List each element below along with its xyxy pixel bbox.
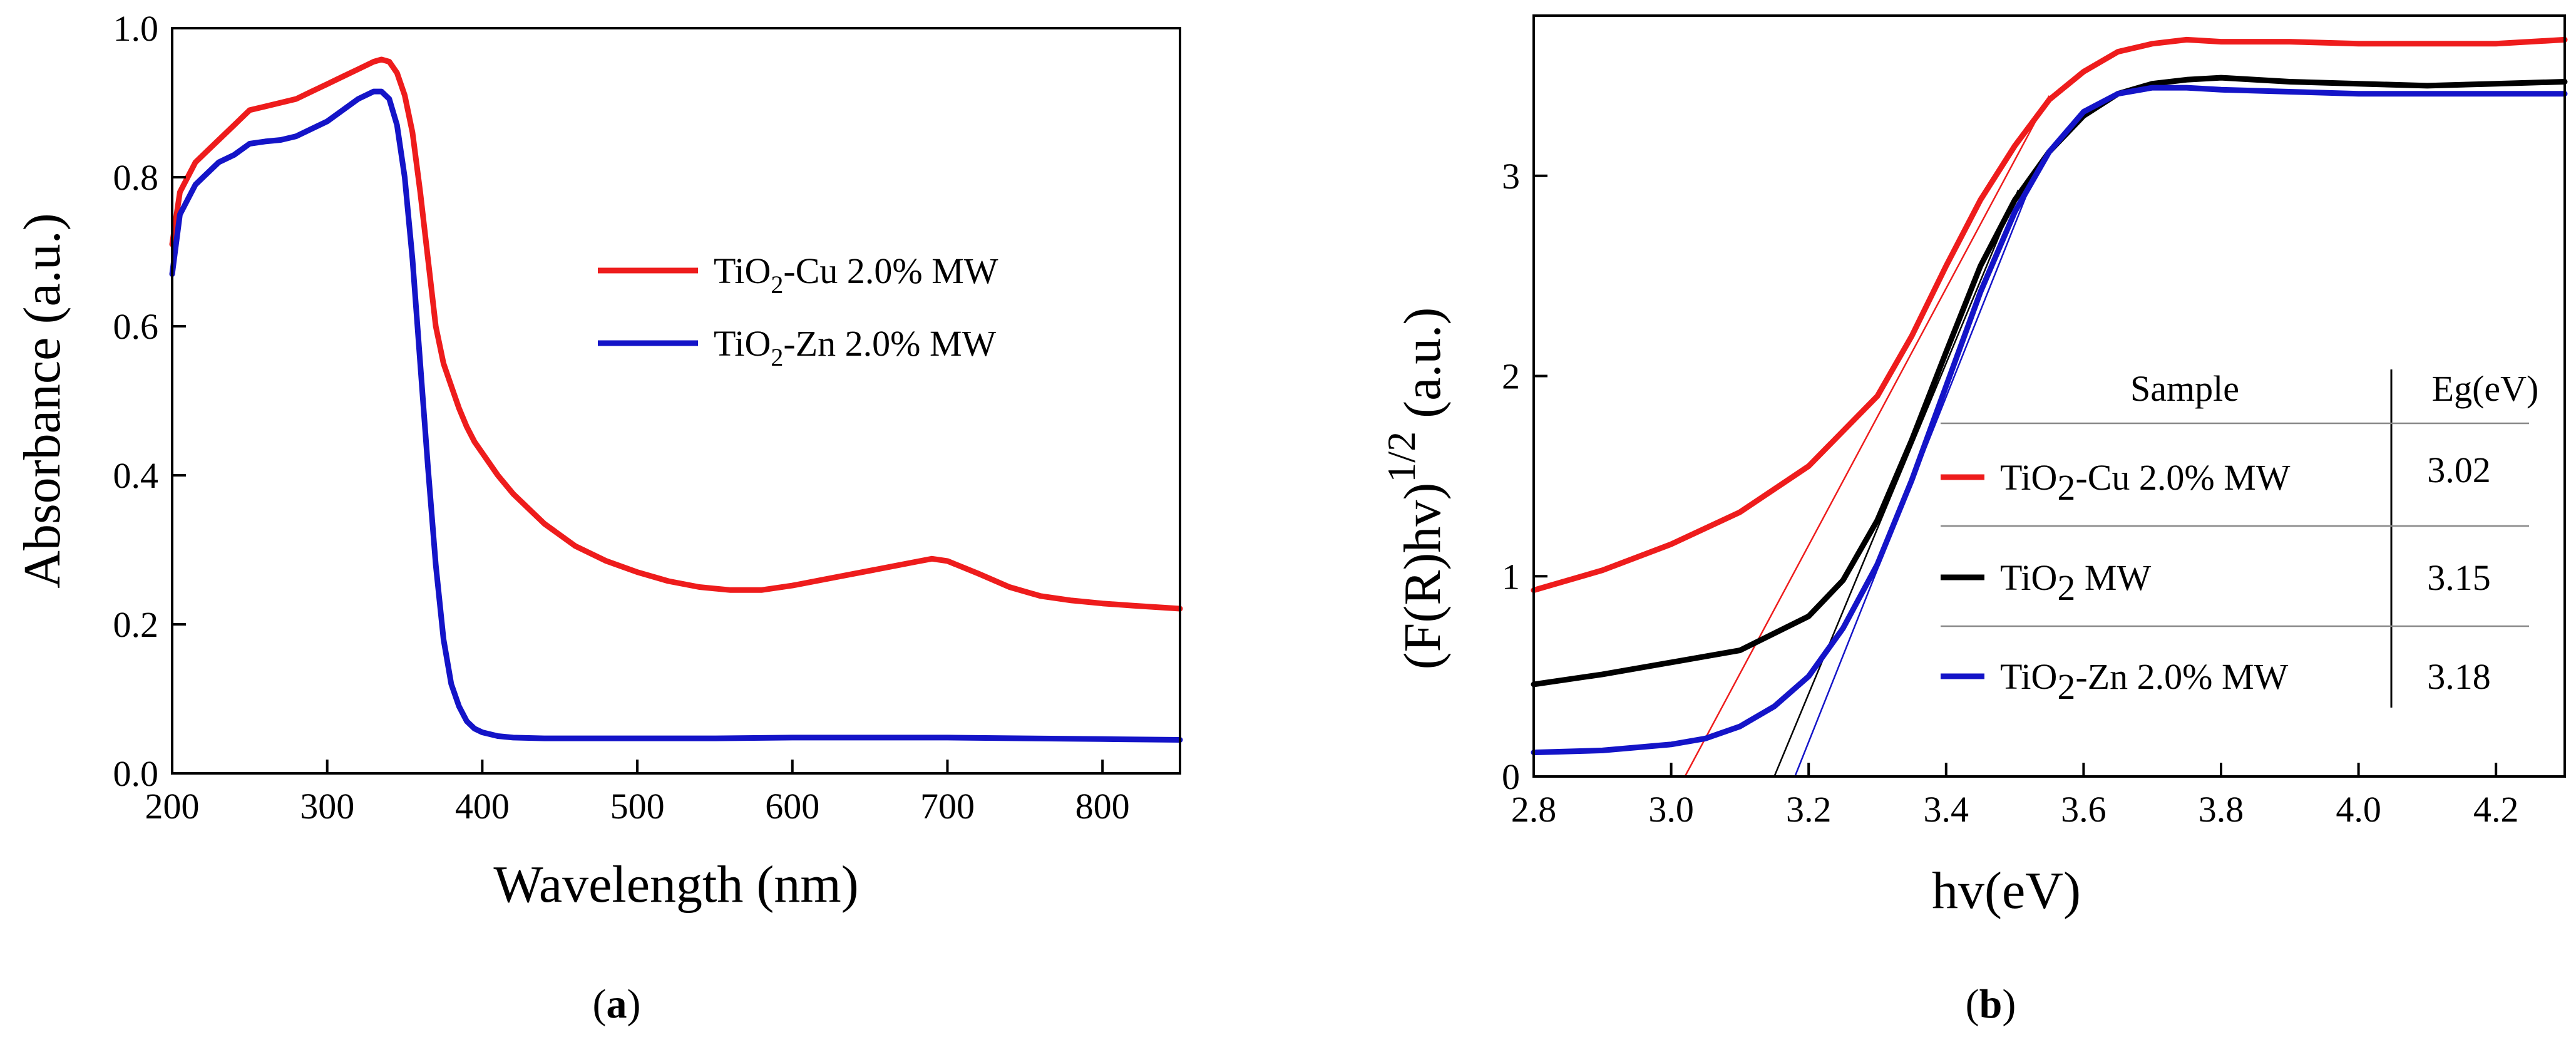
panel-a-label: (a)	[593, 981, 641, 1027]
panel-a-y-ticks: 0.0 0.2 0.4 0.6 0.8 1.0	[113, 8, 186, 794]
x-tick-label: 3.4	[1924, 789, 1969, 830]
series-line-tio2-zn-2-0-mw	[1531, 85, 2568, 756]
x-tick-label: 4.2	[2473, 789, 2519, 830]
series-line-tio2-zn-2-0-mw	[169, 88, 1183, 743]
x-tick-label: 300	[300, 786, 354, 827]
panel-a-x-axis-title: Wavelength (nm)	[493, 855, 858, 914]
table-row-eg-tio2: 3.15	[2427, 557, 2491, 598]
panel-b-y-axis-title: (F(R)hv)1/2 (a.u.)	[1379, 307, 1452, 670]
panel-b-plot-frame	[1532, 14, 2566, 778]
table-row-label-tio2: TiO2 MW	[2000, 557, 2151, 608]
panel-a-plot-frame	[171, 27, 1181, 775]
y-tick-label: 0.2	[113, 604, 159, 645]
y-tick-label: 0.8	[113, 157, 159, 198]
panel-a-y-axis-title: Absorbance (a.u.)	[13, 213, 71, 588]
y-tick-label: 1	[1502, 556, 1520, 597]
table-row: TiO2-Cu 2.0% MW 3.02	[1941, 450, 2491, 508]
y-tick-label: 0.4	[113, 455, 159, 496]
bandgap-table: Sample Eg(eV) TiO2-Cu 2.0% MW 3.02 TiO2 …	[1941, 368, 2538, 708]
y-tick-label: 0	[1502, 756, 1520, 797]
x-tick-label: 2.8	[1511, 789, 1557, 830]
y-tick-label: 2	[1502, 356, 1520, 397]
series-line-tio2-cu-2-0-mw	[1531, 36, 2568, 594]
legend-entry-tio2-zn: TiO2-Zn 2.0% MW	[598, 323, 997, 371]
table-row-eg-tio2-zn: 3.18	[2427, 656, 2491, 697]
series-line-tio2-mw	[1531, 75, 2568, 688]
x-tick-label: 200	[145, 786, 200, 827]
table-row: TiO2-Zn 2.0% MW 3.18	[1941, 656, 2491, 707]
x-tick-label: 500	[610, 786, 665, 827]
y-tick-label: 0.6	[113, 306, 159, 347]
x-tick-label: 600	[765, 786, 819, 827]
panel-a: 200 300 400 500 600 700 800 0.0 0.2 0.4 0.6 0.8 1.0…	[13, 8, 1183, 1027]
panel-b-tangent-lines	[1684, 95, 2050, 777]
table-row-label-tio2-cu: TiO2-Cu 2.0% MW	[2000, 457, 2291, 508]
panel-a-legend: TiO2-Cu 2.0% MW TiO2-Zn 2.0% MW	[598, 250, 998, 371]
panel-b-series-group	[1531, 36, 2568, 756]
legend-label-tio2-cu: TiO2-Cu 2.0% MW	[714, 250, 998, 299]
panel-a-series-group	[169, 56, 1183, 743]
series-line-tio2-cu-2-0-mw	[169, 56, 1183, 612]
x-tick-label: 3.0	[1648, 789, 1694, 830]
y-tick-label: 3	[1502, 156, 1520, 197]
y-tick-label: 1.0	[113, 8, 159, 49]
panel-b-label: (b)	[1966, 981, 2016, 1027]
x-tick-label: 3.2	[1786, 789, 1832, 830]
panel-b: 2.8 3.0 3.2 3.4 3.6 3.8 4.0 4.2 0 1 2 3 hv(eV) (F(…	[1379, 14, 2568, 1027]
tangent-line-tio2-cu-2-0-mw	[1684, 95, 2050, 777]
table-header-eg: Eg(eV)	[2432, 368, 2539, 409]
x-tick-label: 3.8	[2199, 789, 2244, 830]
y-tick-label: 0.0	[113, 753, 159, 794]
x-tick-label: 800	[1075, 786, 1130, 827]
table-row-eg-tio2-cu: 3.02	[2427, 450, 2491, 490]
x-tick-label: 4.0	[2336, 789, 2381, 830]
panel-b-y-ticks: 0 1 2 3	[1502, 156, 1547, 797]
table-header-sample: Sample	[2130, 368, 2239, 409]
legend-entry-tio2-cu: TiO2-Cu 2.0% MW	[598, 250, 998, 299]
table-row-label-tio2-zn: TiO2-Zn 2.0% MW	[2000, 656, 2289, 707]
x-tick-label: 700	[920, 786, 975, 827]
table-row: TiO2 MW 3.15	[1941, 557, 2491, 608]
x-tick-label: 400	[455, 786, 510, 827]
panel-b-x-axis-title: hv(eV)	[1932, 862, 2081, 920]
x-tick-label: 3.6	[2061, 789, 2106, 830]
panel-b-x-ticks: 2.8 3.0 3.2 3.4 3.6 3.8 4.0 4.2	[1511, 763, 2519, 830]
panel-a-x-ticks: 200 300 400 500 600 700 800	[145, 760, 1130, 827]
legend-label-tio2-zn: TiO2-Zn 2.0% MW	[714, 323, 997, 371]
